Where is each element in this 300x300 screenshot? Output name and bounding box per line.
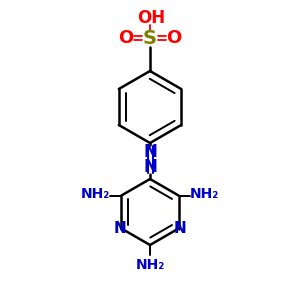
Text: NH₂: NH₂ — [190, 188, 219, 202]
Text: N: N — [114, 221, 127, 236]
Text: O: O — [167, 29, 182, 47]
Text: O: O — [118, 29, 134, 47]
Text: N: N — [143, 143, 157, 161]
Text: N: N — [173, 221, 186, 236]
Text: S: S — [143, 28, 157, 47]
Text: OH: OH — [137, 9, 165, 27]
Text: NH₂: NH₂ — [135, 258, 165, 272]
Text: NH₂: NH₂ — [81, 188, 110, 202]
Text: N: N — [143, 158, 157, 176]
